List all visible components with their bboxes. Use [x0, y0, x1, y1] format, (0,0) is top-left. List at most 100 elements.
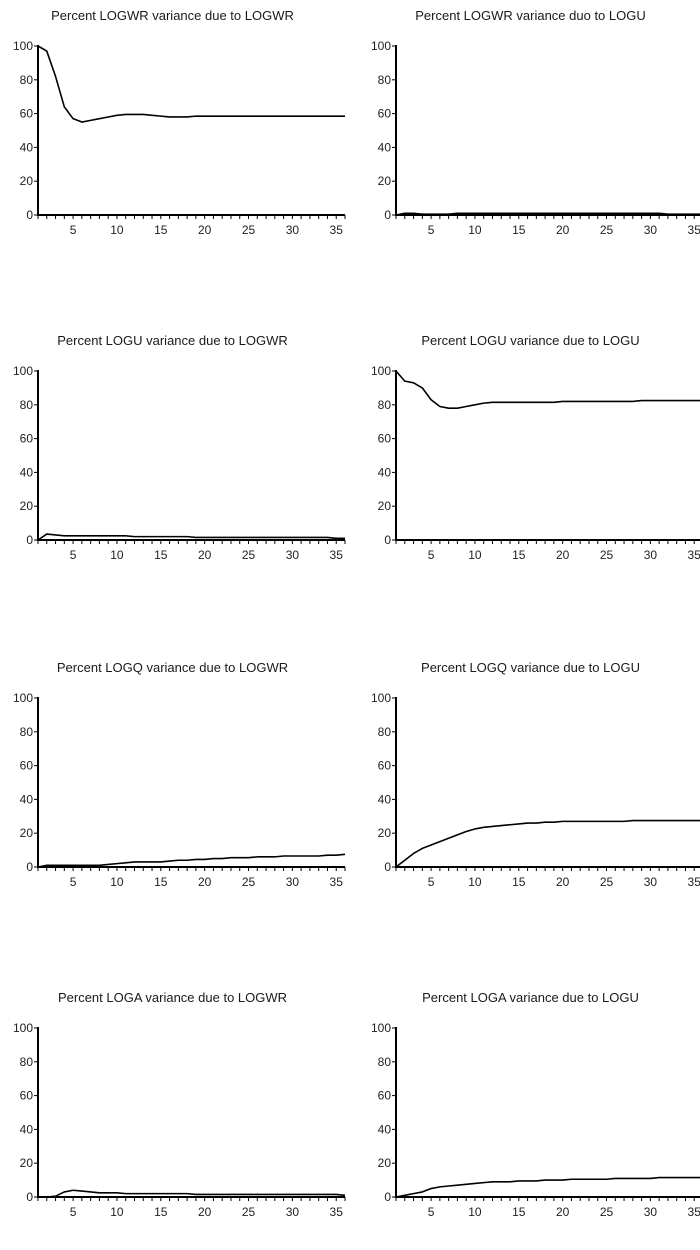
- x-tick-label: 15: [512, 548, 526, 562]
- x-tick-label: 10: [468, 1205, 482, 1219]
- x-tick-label: 15: [154, 548, 168, 562]
- y-tick-label: 40: [20, 792, 34, 806]
- chart-panel: Percent LOGU variance due to LOGWR 0 20 40 6…: [0, 333, 346, 593]
- x-tick-label: 20: [556, 548, 570, 562]
- chart-title: Percent LOGWR variance due to LOGWR: [51, 8, 294, 23]
- chart-panel: Percent LOGWR variance duo to LOGU 0 20 40 6…: [358, 8, 700, 268]
- chart-plot: 0 20 40 60 80 100 5 10 15 20 25 30 35: [371, 364, 700, 562]
- y-tick-label: 20: [20, 499, 34, 513]
- chart-title: Percent LOGWR variance duo to LOGU: [415, 8, 646, 23]
- y-tick-label: 60: [20, 107, 34, 121]
- y-tick-label: 80: [378, 398, 392, 412]
- y-tick-label: 20: [20, 174, 34, 188]
- y-tick-label: 100: [13, 1021, 33, 1035]
- y-tick-label: 0: [384, 533, 391, 547]
- y-tick-label: 100: [371, 1021, 391, 1035]
- x-tick-label: 35: [330, 875, 344, 889]
- x-tick-label: 5: [428, 548, 435, 562]
- chart-title: Percent LOGA variance due to LOGWR: [57, 990, 288, 1005]
- x-tick-label: 30: [286, 548, 300, 562]
- y-tick-label: 60: [378, 1089, 392, 1103]
- x-tick-label: 10: [468, 223, 482, 237]
- x-tick-label: 15: [154, 1205, 168, 1219]
- y-tick-label: 40: [378, 792, 392, 806]
- chart-panel: Percent LOGA variance due to LOGWR 0 20 40 6…: [0, 990, 346, 1250]
- x-tick-label: 20: [198, 548, 212, 562]
- y-tick-label: 80: [378, 73, 392, 87]
- y-tick-label: 80: [20, 73, 34, 87]
- y-tick-label: 80: [20, 725, 34, 739]
- chart-title: Percent LOGA variance due to LOGU: [422, 990, 639, 1005]
- chart-plot: 0 20 40 60 80 100 5 10 15 20 25 30 35: [371, 691, 700, 889]
- chart-plot: 0 20 40 60 80 100 5 10 15 20 25 30 35: [13, 1021, 346, 1219]
- x-tick-label: 30: [644, 223, 658, 237]
- chart-panel: Percent LOGU variance due to LOGU 0 20 40 60…: [358, 333, 700, 593]
- y-tick-label: 40: [378, 465, 392, 479]
- x-tick-label: 5: [428, 875, 435, 889]
- x-tick-label: 35: [330, 1205, 344, 1219]
- x-tick-label: 35: [330, 223, 344, 237]
- series-line: [37, 533, 345, 541]
- x-tick-label: 35: [688, 1205, 700, 1219]
- x-tick-label: 5: [428, 1205, 435, 1219]
- y-tick-label: 80: [378, 725, 392, 739]
- y-tick-label: 40: [378, 1122, 392, 1136]
- y-tick-label: 20: [378, 499, 392, 513]
- series-line: [395, 212, 700, 216]
- y-tick-label: 0: [26, 533, 33, 547]
- y-tick-label: 0: [384, 208, 391, 222]
- x-tick-label: 15: [512, 1205, 526, 1219]
- x-tick-label: 10: [110, 1205, 124, 1219]
- y-tick-label: 100: [13, 39, 33, 53]
- y-tick-label: 60: [378, 107, 392, 121]
- y-tick-label: 40: [20, 465, 34, 479]
- y-tick-label: 40: [20, 140, 34, 154]
- y-tick-label: 20: [378, 1156, 392, 1170]
- chart-plot: 0 20 40 60 80 100 5 10 15 20 25 30 35: [13, 39, 346, 237]
- y-tick-label: 20: [378, 826, 392, 840]
- y-tick-label: 20: [378, 174, 392, 188]
- chart-plot: 0 20 40 60 80 100 5 10 15 20 25 30 35: [13, 364, 346, 562]
- chart-panel: Percent LOGA variance due to LOGU 0 20 40 60…: [358, 990, 700, 1250]
- series-line: [395, 370, 700, 409]
- y-tick-label: 0: [384, 1190, 391, 1204]
- x-tick-label: 20: [198, 1205, 212, 1219]
- x-tick-label: 25: [600, 223, 614, 237]
- y-tick-label: 40: [20, 1122, 34, 1136]
- y-tick-label: 60: [20, 759, 34, 773]
- chart-plot: 0 20 40 60 80 100 5 10 15 20 25 30 35: [371, 1021, 700, 1219]
- x-tick-label: 10: [468, 875, 482, 889]
- x-tick-label: 20: [556, 223, 570, 237]
- x-tick-label: 5: [70, 875, 77, 889]
- x-tick-label: 30: [286, 875, 300, 889]
- series-line: [38, 1189, 346, 1198]
- x-tick-label: 15: [512, 223, 526, 237]
- x-tick-label: 10: [468, 548, 482, 562]
- chart-plot: 0 20 40 60 80 100 5 10 15 20 25 30 35: [13, 691, 346, 889]
- x-tick-label: 30: [644, 875, 658, 889]
- x-tick-label: 30: [286, 223, 300, 237]
- x-tick-label: 30: [644, 1205, 658, 1219]
- x-tick-label: 20: [198, 223, 212, 237]
- y-tick-label: 0: [384, 860, 391, 874]
- chart-panel: Percent LOGQ variance due to LOGU 0 20 40 60…: [358, 660, 700, 920]
- x-tick-label: 35: [688, 875, 700, 889]
- x-tick-label: 25: [242, 875, 256, 889]
- series-line: [37, 853, 346, 868]
- chart-panel: Percent LOGQ variance due to LOGWR 0 20 40 6…: [0, 660, 346, 920]
- y-tick-label: 0: [26, 860, 33, 874]
- x-tick-label: 25: [600, 548, 614, 562]
- x-tick-label: 15: [154, 875, 168, 889]
- x-tick-label: 25: [600, 875, 614, 889]
- chart-plot: 0 20 40 60 80 100 5 10 15 20 25 30 35: [371, 39, 700, 237]
- x-tick-label: 25: [242, 223, 256, 237]
- x-tick-label: 20: [198, 875, 212, 889]
- y-tick-label: 80: [20, 1055, 34, 1069]
- x-tick-label: 10: [110, 223, 124, 237]
- x-tick-label: 10: [110, 548, 124, 562]
- y-tick-label: 80: [20, 398, 34, 412]
- series-line: [395, 1176, 700, 1198]
- y-tick-label: 60: [20, 432, 34, 446]
- x-tick-label: 25: [600, 1205, 614, 1219]
- y-tick-label: 60: [378, 432, 392, 446]
